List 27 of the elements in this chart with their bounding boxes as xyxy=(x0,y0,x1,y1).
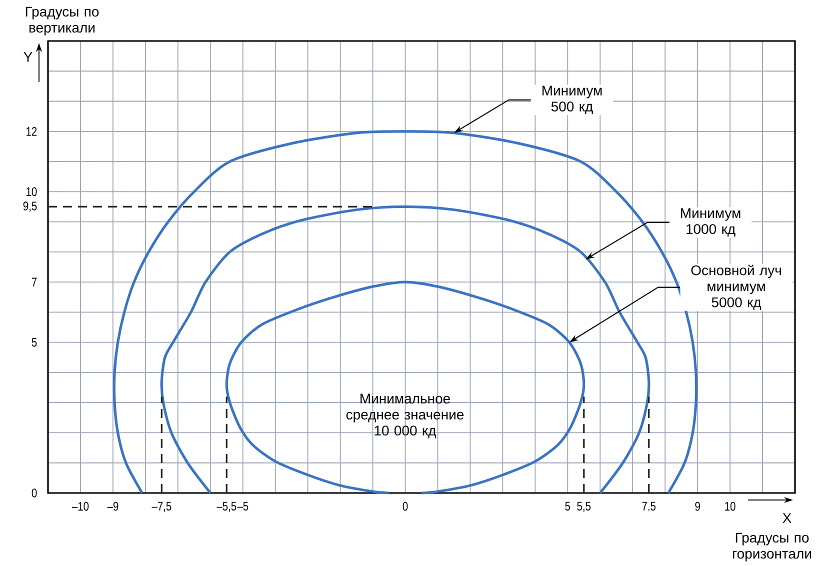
y-tick-label: 12 xyxy=(26,127,37,136)
x-tick-label: –5,5 xyxy=(216,502,236,512)
x-tick-label: 5 xyxy=(565,502,570,511)
y-tick-label: 9,5 xyxy=(23,202,37,212)
text: X xyxy=(782,513,792,523)
y-tick-label: 5 xyxy=(32,338,37,347)
text: Y xyxy=(24,52,32,62)
annotation: Минимум 500 кд xyxy=(542,86,602,114)
x-tick-label: –9 xyxy=(107,502,118,511)
annotation: Минимальное среднее значение 10 000 кд xyxy=(346,394,464,438)
x-axis-title: Градусы по горизонтали xyxy=(732,532,812,562)
x-tick-label: 7.5 xyxy=(642,502,656,511)
x-tick-label: –5 xyxy=(237,502,248,511)
y-axis-title: Градусы по вертикали xyxy=(26,6,99,36)
annotation: Основной луч минимум 5000 кд xyxy=(691,264,781,310)
y-tick-label: 7 xyxy=(32,278,37,286)
x-tick-label: –7,5 xyxy=(152,502,172,512)
line-series xyxy=(160,205,650,494)
line-series xyxy=(225,280,586,494)
y-tick-label: 10 xyxy=(26,187,37,196)
y-tick-label: 0 xyxy=(32,488,37,498)
x-tick-label: –10 xyxy=(72,502,89,511)
x-tick-label: 0 xyxy=(402,502,408,511)
x-tick-label: 9 xyxy=(695,502,700,511)
x-tick-label: 10 xyxy=(725,502,736,511)
x-tick-label: 5,5 xyxy=(577,502,591,512)
annotation: Минимум 1000 кд xyxy=(681,208,740,237)
